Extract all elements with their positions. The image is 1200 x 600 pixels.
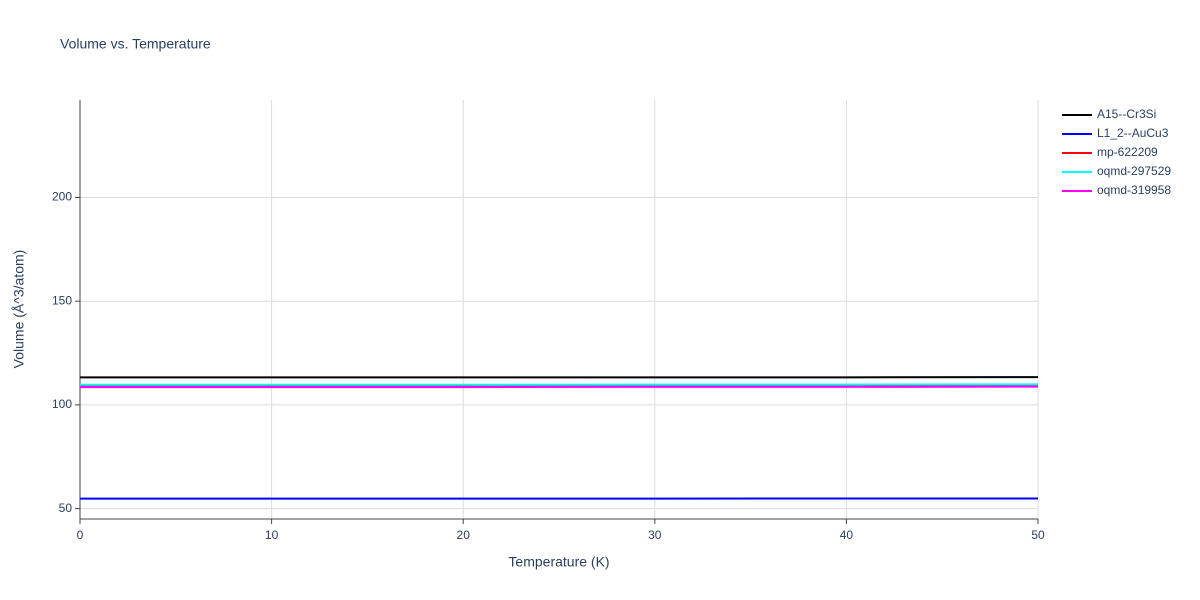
x-tick-label: 30	[648, 528, 662, 542]
legend-label: oqmd-297529	[1097, 164, 1171, 178]
x-tick-label: 0	[77, 528, 84, 542]
chart-title: Volume vs. Temperature	[60, 36, 211, 52]
x-tick-label: 50	[1031, 528, 1045, 542]
y-tick-label: 50	[59, 501, 73, 515]
legend-label: L1_2--AuCu3	[1097, 126, 1169, 140]
legend-label: oqmd-319958	[1097, 183, 1171, 197]
x-tick-label: 40	[840, 528, 854, 542]
y-tick-label: 150	[52, 293, 72, 307]
y-tick-label: 100	[52, 397, 72, 411]
x-tick-label: 20	[457, 528, 471, 542]
legend-label: A15--Cr3Si	[1097, 107, 1156, 121]
legend-label: mp-622209	[1097, 145, 1158, 159]
x-axis-title: Temperature (K)	[508, 554, 609, 570]
y-axis-title: Volume (Å^3/atom)	[11, 250, 27, 369]
y-tick-label: 200	[52, 190, 72, 204]
x-tick-label: 10	[265, 528, 279, 542]
